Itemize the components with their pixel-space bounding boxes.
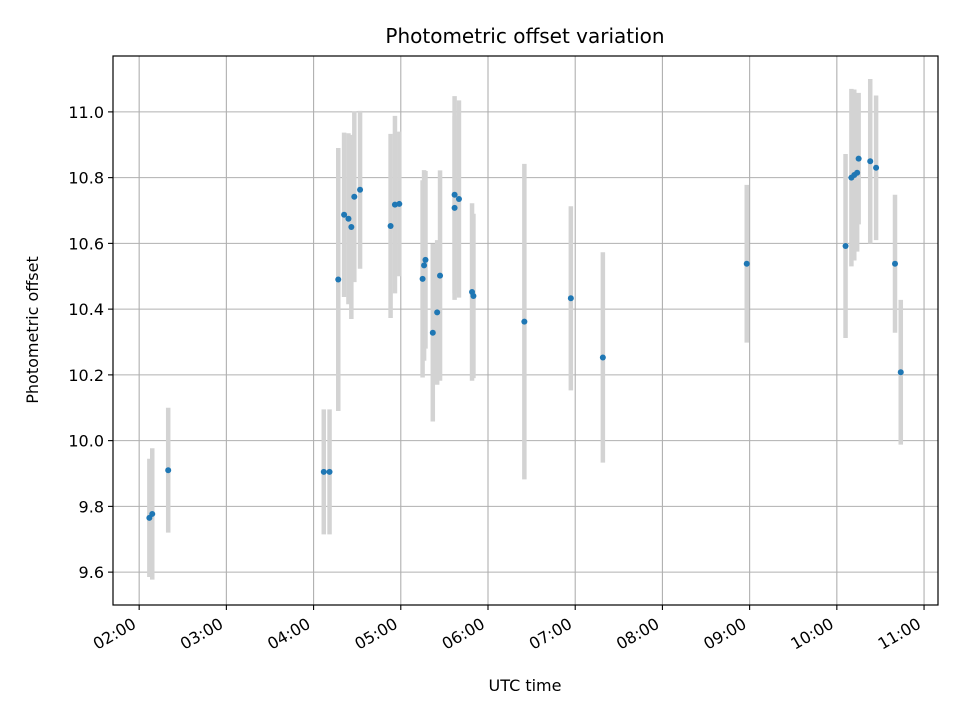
x-axis-label: UTC time xyxy=(489,676,562,695)
data-point xyxy=(422,256,429,263)
data-point xyxy=(567,295,574,302)
data-point xyxy=(326,468,333,475)
data-point xyxy=(387,222,394,229)
y-tick-label: 10.6 xyxy=(68,234,104,253)
plot-area-frame xyxy=(112,55,939,606)
y-tick-label: 11.0 xyxy=(68,103,104,122)
chart-title: Photometric offset variation xyxy=(385,24,664,48)
data-point xyxy=(429,329,436,336)
data-point xyxy=(854,169,861,176)
y-axis-label: Photometric offset xyxy=(23,256,42,404)
data-point xyxy=(149,510,156,517)
data-point xyxy=(348,223,355,230)
data-point xyxy=(434,309,441,316)
data-point xyxy=(396,200,403,207)
data-point xyxy=(351,193,358,200)
data-point xyxy=(451,204,458,211)
data-point xyxy=(455,196,462,203)
data-point xyxy=(873,164,880,171)
data-point xyxy=(345,215,352,222)
y-tick-label: 10.0 xyxy=(68,432,104,451)
y-tick-label: 10.8 xyxy=(68,169,104,188)
data-point xyxy=(842,243,849,250)
data-point xyxy=(599,354,606,361)
y-axis-ticks: 9.6 9.8 10.0 10.2 10.4 10.6 10.8 11.0 xyxy=(68,103,113,582)
data-point xyxy=(320,468,327,475)
y-tick-label: 10.4 xyxy=(68,300,104,319)
data-point xyxy=(165,467,172,474)
data-point xyxy=(357,186,364,193)
data-point xyxy=(341,211,348,218)
y-tick-label: 10.2 xyxy=(68,366,104,385)
y-tick-label: 9.6 xyxy=(79,563,104,582)
data-point xyxy=(892,260,899,267)
data-point xyxy=(855,155,862,162)
data-point xyxy=(867,158,874,165)
data-points xyxy=(146,155,904,521)
data-point xyxy=(521,318,528,325)
data-point xyxy=(421,262,428,269)
data-point xyxy=(419,275,426,282)
data-point xyxy=(451,191,458,198)
data-point xyxy=(437,272,444,279)
y-tick-label: 9.8 xyxy=(79,497,104,516)
data-point xyxy=(335,276,342,283)
data-point xyxy=(743,260,750,267)
data-point xyxy=(470,292,477,299)
data-point xyxy=(897,369,904,376)
